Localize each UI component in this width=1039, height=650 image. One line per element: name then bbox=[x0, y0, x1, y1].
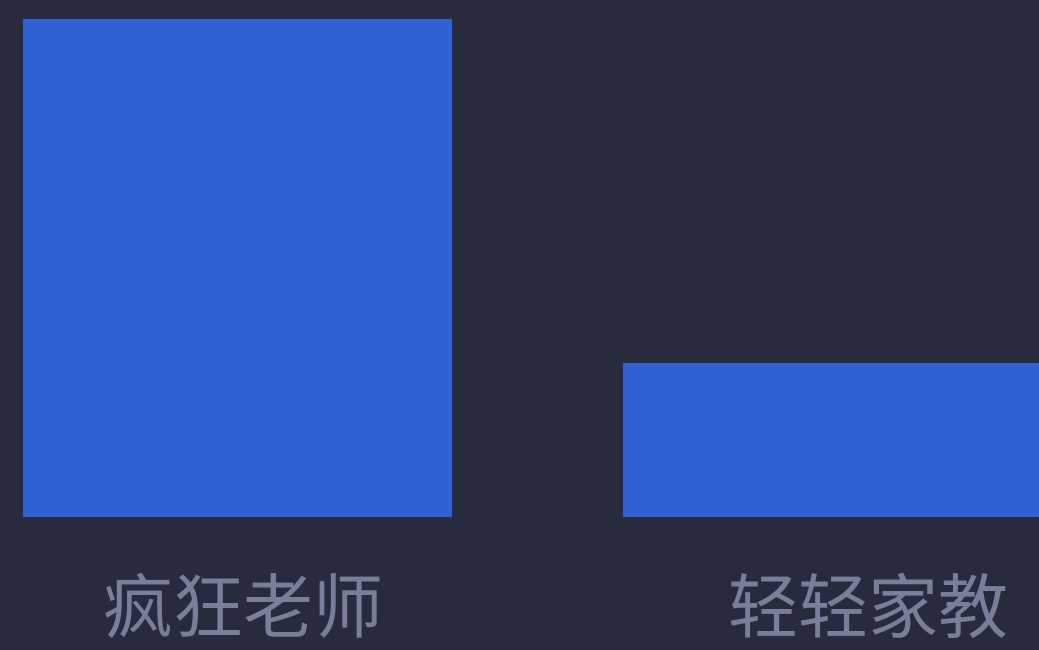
bar-0 bbox=[23, 19, 452, 517]
bar-1 bbox=[623, 362, 1039, 517]
x-tick-label-0: 疯狂老师 bbox=[103, 567, 383, 649]
x-tick-label-1: 轻轻家教 bbox=[728, 567, 1008, 649]
